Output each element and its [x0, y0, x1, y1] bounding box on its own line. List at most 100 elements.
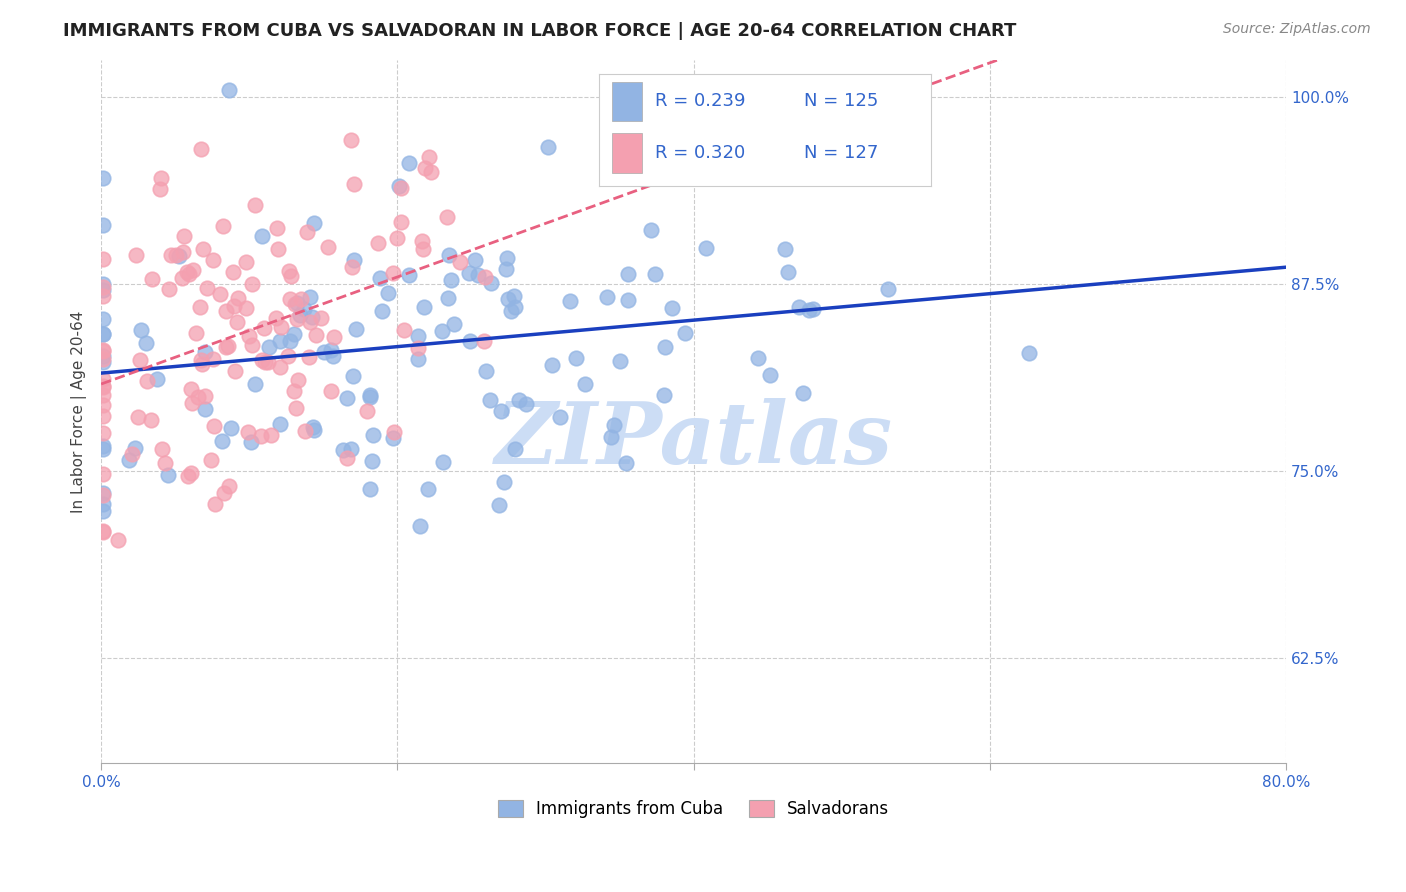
Point: [91, 372, 114, 386]
Point: [792, 385, 814, 400]
Point: [238, 425, 260, 439]
Point: [91, 488, 114, 502]
Point: [91, 524, 114, 539]
Point: [412, 301, 434, 315]
Point: [225, 315, 247, 329]
Point: [212, 486, 235, 500]
Point: [413, 161, 436, 175]
Point: [787, 300, 810, 314]
Point: [212, 219, 235, 233]
Point: [298, 289, 321, 303]
Point: [1018, 346, 1040, 360]
Point: [409, 518, 432, 533]
Point: [314, 345, 336, 359]
Point: [127, 409, 149, 424]
Point: [177, 469, 200, 483]
Point: [238, 328, 260, 343]
Point: [204, 497, 226, 511]
Point: [298, 351, 321, 365]
Point: [91, 326, 114, 341]
Point: [496, 252, 519, 266]
Point: [222, 265, 245, 279]
Point: [367, 235, 389, 250]
Point: [418, 150, 440, 164]
Point: [492, 475, 515, 489]
Point: [91, 289, 114, 303]
Point: [304, 423, 326, 437]
Point: [194, 389, 217, 403]
Point: [342, 369, 364, 384]
Point: [215, 340, 238, 354]
Point: [169, 249, 191, 263]
Point: [283, 327, 305, 342]
Point: [515, 396, 537, 410]
Point: [197, 280, 219, 294]
Point: [277, 263, 299, 277]
Point: [869, 139, 891, 153]
Point: [305, 327, 328, 342]
Point: [215, 304, 238, 318]
Point: [302, 216, 325, 230]
Point: [124, 248, 146, 262]
Point: [91, 355, 114, 369]
Point: [541, 358, 564, 372]
Point: [432, 455, 454, 469]
Point: [180, 396, 202, 410]
Point: [479, 276, 502, 290]
Point: [117, 452, 139, 467]
Point: [385, 231, 408, 245]
Point: [652, 388, 675, 402]
Point: [472, 334, 495, 348]
Point: [204, 418, 226, 433]
Point: [359, 387, 381, 401]
Text: Source: ZipAtlas.com: Source: ZipAtlas.com: [1223, 22, 1371, 37]
Point: [240, 434, 263, 449]
Point: [344, 322, 367, 336]
Point: [208, 287, 231, 301]
Point: [91, 388, 114, 402]
Point: [640, 223, 662, 237]
Point: [495, 262, 517, 277]
Point: [91, 425, 114, 440]
Point: [260, 427, 283, 442]
Point: [252, 352, 274, 367]
Point: [322, 349, 344, 363]
Point: [292, 302, 315, 317]
Point: [302, 419, 325, 434]
Point: [359, 391, 381, 405]
Point: [377, 285, 399, 300]
Point: [603, 417, 626, 432]
Point: [243, 198, 266, 212]
Point: [876, 282, 898, 296]
Y-axis label: In Labor Force | Age 20-64: In Labor Force | Age 20-64: [72, 310, 87, 513]
Point: [394, 323, 416, 337]
Point: [285, 312, 308, 326]
Point: [321, 343, 343, 357]
Point: [235, 255, 257, 269]
Point: [457, 266, 479, 280]
Point: [336, 450, 359, 465]
Point: [381, 266, 404, 280]
Point: [269, 334, 291, 348]
Point: [322, 330, 344, 344]
Point: [287, 373, 309, 387]
Point: [799, 302, 821, 317]
Point: [503, 300, 526, 314]
Point: [488, 498, 510, 512]
Point: [91, 439, 114, 453]
Point: [269, 360, 291, 375]
Point: [91, 378, 114, 392]
Point: [356, 404, 378, 418]
Point: [91, 279, 114, 293]
Point: [91, 344, 114, 359]
Point: [149, 182, 172, 196]
Point: [91, 252, 114, 266]
Point: [249, 428, 271, 442]
Point: [176, 265, 198, 279]
Point: [253, 355, 276, 369]
Point: [343, 253, 366, 268]
Point: [91, 171, 114, 186]
Point: [368, 271, 391, 285]
Point: [141, 272, 163, 286]
Point: [406, 329, 429, 343]
